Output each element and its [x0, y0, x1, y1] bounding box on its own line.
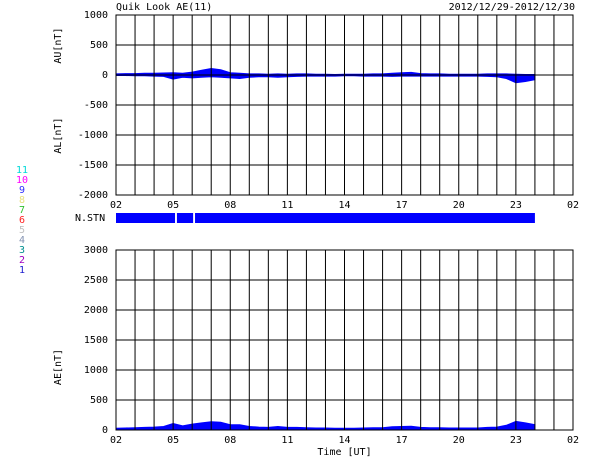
x-tick-label: 23	[510, 435, 522, 446]
y-tick-label: 3000	[84, 245, 108, 256]
y-tick-label: -1000	[78, 130, 108, 141]
x-axis-label: Time [UT]	[317, 447, 371, 458]
y-axis-label: AL[nT]	[53, 118, 64, 154]
plot-frame	[115, 249, 574, 431]
station-level: 8	[19, 195, 25, 206]
x-tick-label: 17	[396, 435, 408, 446]
station-level: 7	[19, 205, 25, 216]
x-tick-label: 14	[338, 200, 350, 211]
y-tick-label: 1000	[84, 365, 108, 376]
station-level: 11	[16, 165, 28, 176]
x-tick-label: 14	[338, 435, 350, 446]
y-tick-label: 500	[90, 40, 108, 51]
x-tick-label: 11	[281, 435, 293, 446]
station-level: 3	[19, 245, 25, 256]
y-tick-label: 2500	[84, 275, 108, 286]
station-label: N.STN	[75, 213, 105, 224]
station-bar	[195, 213, 535, 223]
chart-title: Quik Look AE(11)	[116, 2, 212, 13]
y-tick-label: 0	[102, 70, 108, 81]
area	[115, 67, 536, 76]
x-tick-label: 23	[510, 200, 522, 211]
x-tick-label: 20	[453, 200, 465, 211]
y-tick-label: 2000	[84, 305, 108, 316]
station-level: 2	[19, 255, 25, 266]
x-tick-label: 02	[567, 435, 579, 446]
x-tick-label: 08	[224, 435, 236, 446]
station-level: 4	[19, 235, 25, 246]
x-tick-label: 20	[453, 435, 465, 446]
y-tick-label: 0	[102, 425, 108, 436]
y-tick-label: -1500	[78, 160, 108, 171]
area	[115, 74, 536, 84]
y-tick-label: -500	[84, 100, 108, 111]
station-level: 9	[19, 185, 25, 196]
station-level: 6	[19, 215, 25, 226]
y-tick-label: -2000	[78, 190, 108, 201]
x-tick-label: 05	[167, 435, 179, 446]
x-tick-label: 05	[167, 200, 179, 211]
y-tick-label: 1500	[84, 335, 108, 346]
x-tick-label: 02	[110, 435, 122, 446]
x-tick-label: 02	[567, 200, 579, 211]
station-level: 1	[19, 265, 25, 276]
date-range: 2012/12/29-2012/12/30	[449, 2, 575, 13]
area	[115, 420, 536, 431]
station-bar	[176, 213, 194, 223]
x-tick-label: 02	[110, 200, 122, 211]
x-tick-label: 08	[224, 200, 236, 211]
x-tick-label: 11	[281, 200, 293, 211]
x-tick-label: 17	[396, 200, 408, 211]
y-axis-label: AE[nT]	[53, 349, 64, 385]
station-level: 10	[16, 175, 28, 186]
y-axis-label: AU[nT]	[53, 28, 64, 64]
station-bar	[116, 213, 176, 223]
y-tick-label: 1000	[84, 10, 108, 21]
y-tick-label: 500	[90, 395, 108, 406]
station-level: 5	[19, 225, 25, 236]
plot-frame	[115, 14, 574, 196]
